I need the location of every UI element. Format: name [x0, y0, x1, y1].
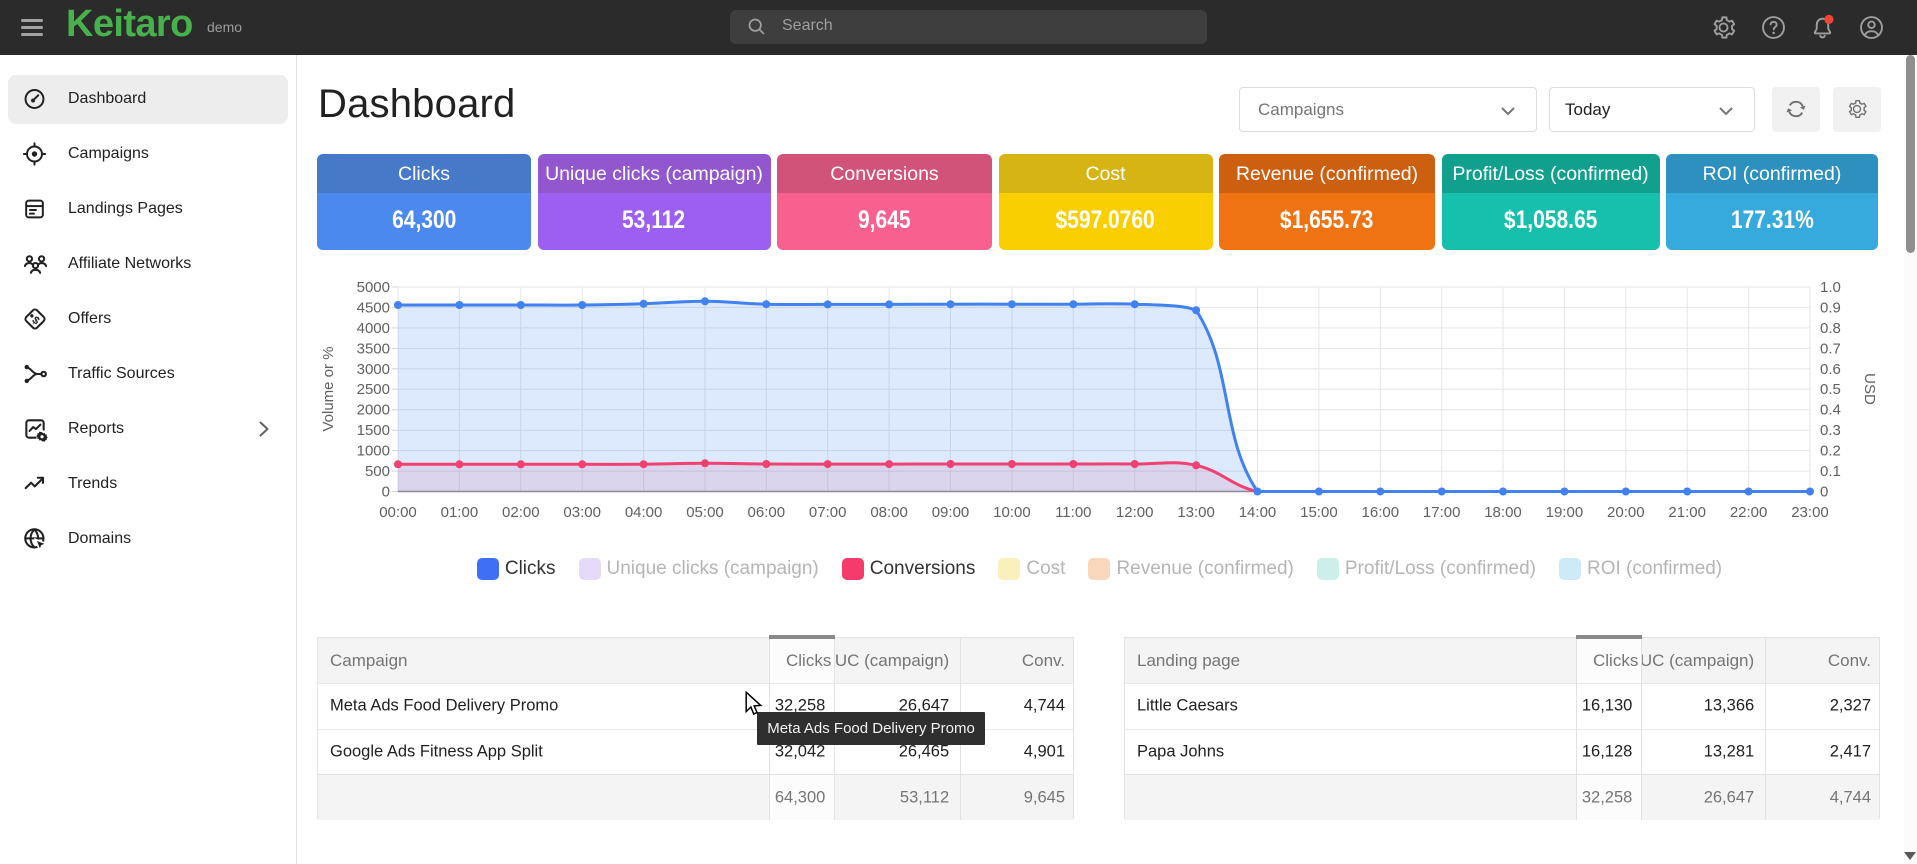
svg-text:0.2: 0.2 — [1820, 443, 1841, 460]
svg-text:17:00: 17:00 — [1423, 504, 1461, 521]
svg-text:500: 500 — [365, 463, 390, 480]
svg-text:23:00: 23:00 — [1791, 504, 1829, 521]
svg-text:08:00: 08:00 — [870, 504, 908, 521]
svg-text:5000: 5000 — [357, 279, 390, 296]
svg-text:2500: 2500 — [357, 381, 390, 398]
svg-text:0: 0 — [382, 484, 390, 501]
svg-text:05:00: 05:00 — [686, 504, 724, 521]
svg-text:03:00: 03:00 — [563, 504, 601, 521]
svg-text:1.0: 1.0 — [1820, 279, 1841, 296]
svg-text:12:00: 12:00 — [1116, 504, 1154, 521]
svg-text:18:00: 18:00 — [1484, 504, 1522, 521]
svg-text:00:00: 00:00 — [379, 504, 417, 521]
svg-text:0.8: 0.8 — [1820, 320, 1841, 337]
svg-text:0.9: 0.9 — [1820, 299, 1841, 316]
svg-text:06:00: 06:00 — [748, 504, 786, 521]
svg-text:2000: 2000 — [357, 402, 390, 419]
svg-text:3500: 3500 — [357, 340, 390, 357]
svg-text:4500: 4500 — [357, 299, 390, 316]
svg-text:1500: 1500 — [357, 422, 390, 439]
svg-text:0.5: 0.5 — [1820, 381, 1841, 398]
svg-text:13:00: 13:00 — [1177, 504, 1215, 521]
svg-text:14:00: 14:00 — [1239, 504, 1277, 521]
svg-text:Volume or %: Volume or % — [320, 346, 337, 431]
svg-text:0.3: 0.3 — [1820, 422, 1841, 439]
svg-text:4000: 4000 — [357, 320, 390, 337]
svg-text:04:00: 04:00 — [625, 504, 663, 521]
svg-text:10:00: 10:00 — [993, 504, 1031, 521]
svg-text:15:00: 15:00 — [1300, 504, 1338, 521]
svg-text:20:00: 20:00 — [1607, 504, 1645, 521]
svg-text:USD: USD — [1861, 373, 1878, 405]
svg-text:09:00: 09:00 — [932, 504, 970, 521]
svg-text:19:00: 19:00 — [1546, 504, 1584, 521]
svg-text:0: 0 — [1820, 484, 1828, 501]
svg-text:21:00: 21:00 — [1668, 504, 1706, 521]
svg-text:22:00: 22:00 — [1730, 504, 1768, 521]
svg-text:07:00: 07:00 — [809, 504, 847, 521]
svg-text:02:00: 02:00 — [502, 504, 540, 521]
svg-text:1000: 1000 — [357, 443, 390, 460]
svg-text:16:00: 16:00 — [1362, 504, 1400, 521]
svg-text:0.4: 0.4 — [1820, 402, 1841, 419]
svg-text:3000: 3000 — [357, 361, 390, 378]
svg-text:01:00: 01:00 — [441, 504, 479, 521]
svg-text:0.7: 0.7 — [1820, 340, 1841, 357]
svg-text:0.6: 0.6 — [1820, 361, 1841, 378]
svg-text:11:00: 11:00 — [1055, 504, 1091, 521]
svg-text:0.1: 0.1 — [1820, 463, 1841, 480]
